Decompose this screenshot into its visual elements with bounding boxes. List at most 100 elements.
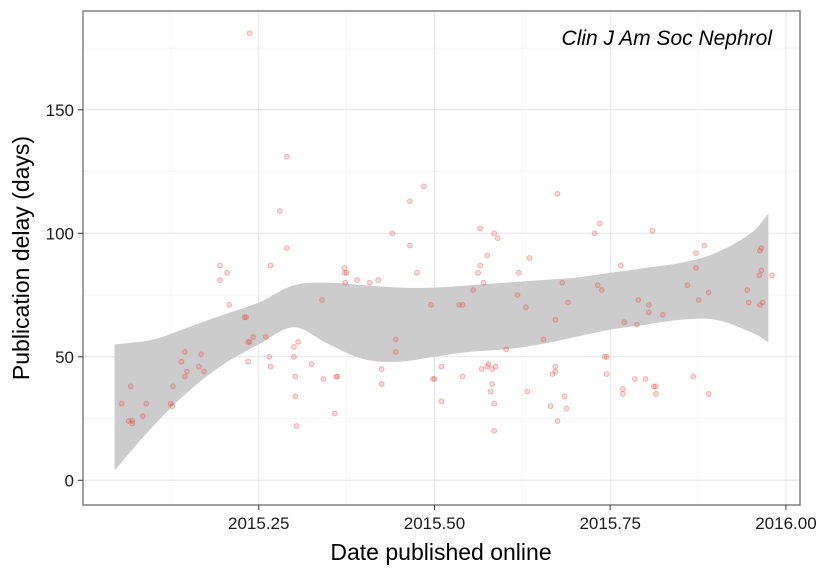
data-point [475, 269, 482, 276]
data-point [756, 272, 763, 279]
data-point [515, 269, 522, 276]
data-point [241, 314, 248, 321]
data-point [431, 376, 438, 382]
x-axis: 2015.25 2015.50 2015.75 2016.00 [228, 505, 817, 533]
data-point [477, 225, 484, 232]
data-point [319, 297, 325, 303]
data-point [757, 302, 763, 308]
data-point [378, 366, 385, 373]
data-point [217, 277, 224, 284]
data-point [292, 393, 299, 400]
data-point [292, 373, 299, 380]
x-tick-label: 2015.25 [228, 514, 289, 533]
data-point [620, 386, 626, 392]
data-point [291, 353, 297, 360]
data-point [503, 346, 510, 353]
data-point [331, 410, 338, 417]
data-point [389, 230, 396, 237]
data-point [341, 265, 348, 271]
data-point [603, 353, 610, 360]
data-point [414, 269, 420, 276]
data-point [491, 428, 498, 434]
data-point [226, 302, 233, 308]
data-point [540, 336, 547, 343]
data-point [561, 393, 568, 400]
data-point [308, 361, 315, 368]
data-point [491, 230, 498, 237]
data-point [769, 272, 775, 279]
data-point [284, 245, 290, 252]
data-point [621, 319, 628, 326]
data-point [745, 299, 752, 306]
data-point [293, 423, 300, 429]
data-point [477, 262, 484, 269]
data-point [334, 373, 341, 380]
data-point [118, 400, 125, 407]
data-point [492, 363, 499, 370]
data-point [601, 353, 608, 360]
data-point [552, 368, 559, 375]
data-point [484, 252, 491, 259]
data-point [125, 418, 132, 424]
data-point [684, 282, 691, 289]
data-point [653, 391, 659, 397]
plot-panel [83, 11, 800, 505]
data-point [366, 279, 373, 286]
data-point [139, 413, 146, 420]
data-point [642, 376, 649, 382]
data-point [375, 277, 382, 284]
data-point [392, 349, 399, 355]
data-point [224, 269, 231, 276]
data-point [701, 242, 708, 249]
data-point [526, 255, 533, 261]
data-point [758, 267, 765, 274]
plot-border [82, 10, 801, 506]
data-point [758, 245, 765, 252]
data-point [693, 250, 699, 257]
data-point [653, 383, 659, 390]
data-point [559, 279, 566, 286]
data-point [291, 344, 297, 350]
data-point [343, 269, 350, 276]
data-point [552, 316, 559, 323]
data-point [563, 405, 570, 412]
data-point [266, 353, 273, 360]
data-point [478, 366, 485, 373]
data-point [168, 400, 174, 407]
data-point [660, 311, 666, 318]
data-point [184, 368, 190, 375]
data-point [634, 321, 640, 328]
data-point [594, 282, 601, 289]
y-axis: 0 50 100 150 [46, 101, 83, 490]
data-point [430, 376, 437, 382]
data-point [428, 302, 434, 308]
data-point [459, 302, 466, 308]
data-point [178, 358, 185, 365]
data-point [421, 183, 427, 190]
data-point [250, 334, 257, 340]
panel-title: Clin J Am Soc Nephrol [562, 27, 774, 50]
data-point [646, 309, 652, 316]
data-point [246, 339, 253, 345]
data-point [646, 302, 652, 308]
data-point [693, 265, 699, 271]
data-point [320, 376, 327, 382]
data-point [129, 420, 136, 427]
data-point [182, 373, 188, 380]
data-point [554, 418, 561, 424]
data-point [470, 287, 477, 294]
data-point [565, 299, 571, 306]
data-point [354, 277, 361, 284]
data-point [489, 366, 496, 373]
data-point [690, 373, 697, 380]
data-point [276, 208, 283, 215]
data-point [494, 235, 501, 242]
data-point [438, 363, 445, 370]
data-point [333, 373, 340, 380]
data-point [284, 153, 290, 160]
confidence-band-layer [114, 213, 769, 471]
data-point [649, 227, 656, 234]
data-point [549, 371, 556, 378]
data-point [245, 339, 252, 345]
